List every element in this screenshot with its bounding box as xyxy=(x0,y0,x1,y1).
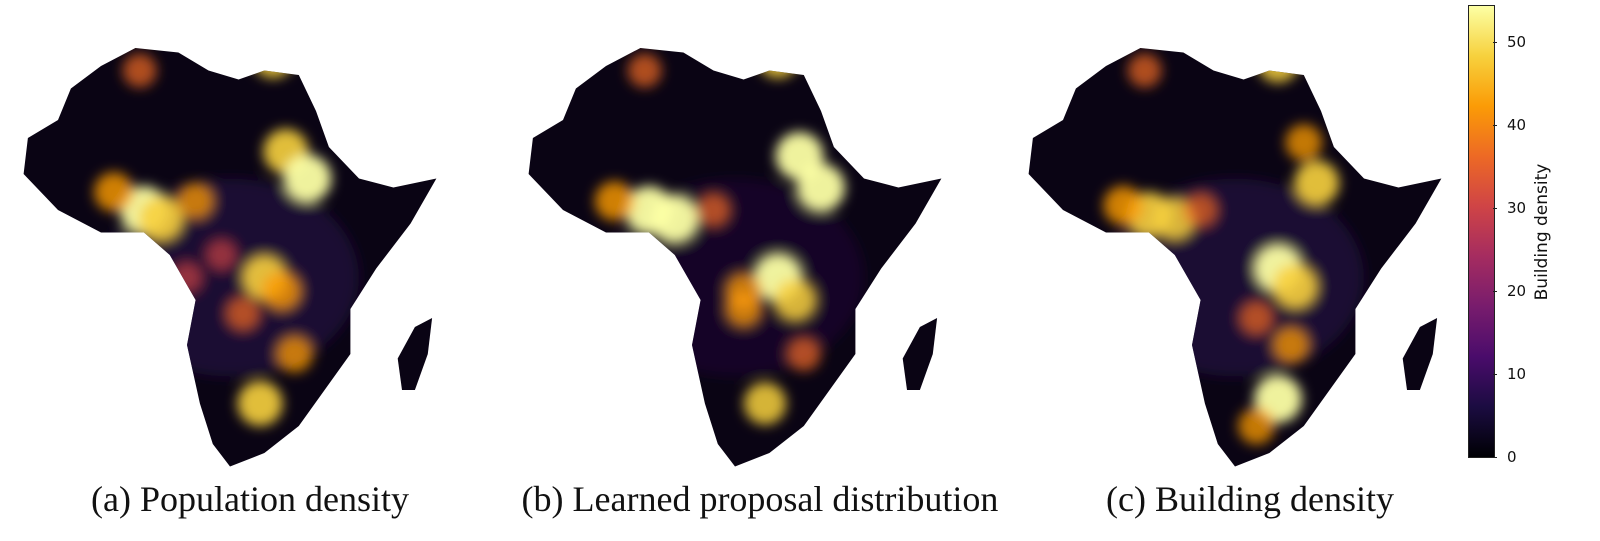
density-hotspot xyxy=(1239,301,1274,335)
map-panel-b xyxy=(528,48,942,467)
density-hotspot xyxy=(283,154,332,203)
density-hotspot xyxy=(177,182,215,220)
density-hotspot xyxy=(1285,124,1323,161)
density-hotspot xyxy=(251,48,295,79)
density-hotspot xyxy=(725,272,762,310)
caption-population-density: (a) Population density xyxy=(91,479,409,519)
density-hotspot xyxy=(276,335,313,373)
density-hotspot xyxy=(756,48,800,79)
density-hotspot xyxy=(261,271,302,311)
density-hotspot xyxy=(94,172,134,212)
colorbar-tick-30: 30 xyxy=(1492,199,1526,217)
density-hotspot xyxy=(1294,160,1340,206)
density-hotspot xyxy=(774,278,817,322)
density-hotspot xyxy=(225,296,260,331)
density-hotspot xyxy=(1103,185,1143,226)
colorbar-tick-40: 40 xyxy=(1492,116,1526,134)
density-hotspot xyxy=(122,53,157,88)
map-figure xyxy=(23,48,1442,467)
density-hotspot xyxy=(237,380,283,427)
density-hotspot xyxy=(650,195,699,243)
density-hotspot xyxy=(205,239,237,271)
density-hotspot xyxy=(627,53,662,88)
map-panel-c xyxy=(1028,48,1442,467)
density-hotspot xyxy=(1272,326,1310,364)
density-hotspot xyxy=(138,196,184,242)
colorbar-tick-0: 0 xyxy=(1493,448,1517,466)
madagascar-landmass xyxy=(1402,318,1438,390)
density-hotspot xyxy=(1127,53,1162,88)
density-hotspot xyxy=(594,181,635,221)
caption-building-density: (c) Building density xyxy=(1106,479,1394,519)
colorbar-tick-20: 20 xyxy=(1492,282,1526,300)
density-hotspot xyxy=(797,163,845,212)
density-hotspot xyxy=(786,337,821,371)
colorbar xyxy=(1468,5,1495,458)
colorbar-tick-50: 50 xyxy=(1492,33,1526,51)
caption-learned-proposal-distribution: (b) Learned proposal distribution xyxy=(521,479,999,519)
density-hotspot xyxy=(1256,48,1300,83)
density-hotspot xyxy=(1272,263,1318,310)
colorbar-tick-10: 10 xyxy=(1492,365,1526,383)
map-panel-a xyxy=(23,48,437,467)
madagascar-landmass xyxy=(902,318,938,390)
density-hotspot xyxy=(696,193,731,227)
density-hotspot xyxy=(1183,193,1218,227)
density-hotspot xyxy=(743,382,787,425)
colorbar-label: Building density xyxy=(1532,163,1552,301)
density-hotspot xyxy=(1238,407,1275,445)
madagascar-landmass xyxy=(397,318,433,390)
density-hotspot xyxy=(171,261,203,294)
